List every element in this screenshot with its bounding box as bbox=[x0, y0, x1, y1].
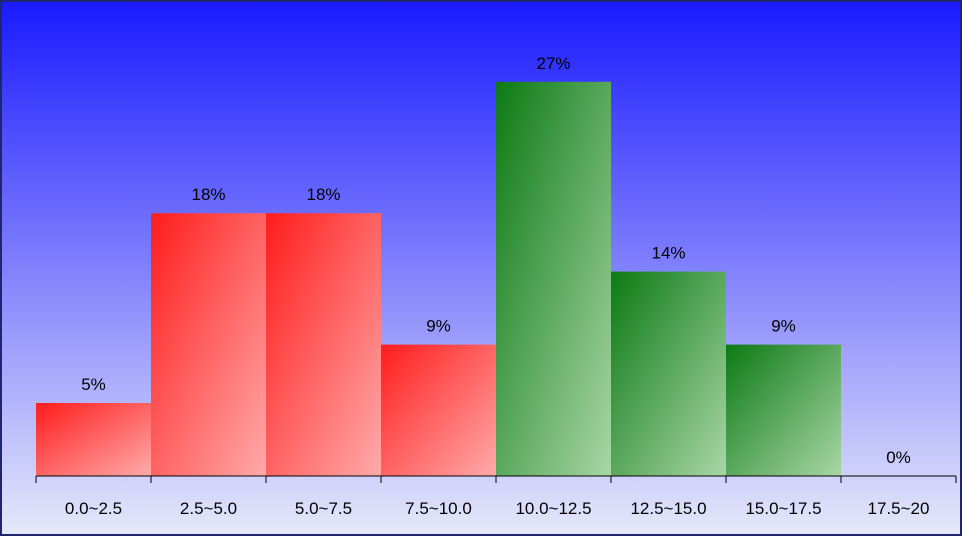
x-tick-label: 7.5~10.0 bbox=[405, 499, 472, 518]
bar-0.0~2.5 bbox=[36, 403, 151, 476]
value-label: 5% bbox=[81, 375, 106, 394]
x-tick-label: 0.0~2.5 bbox=[65, 499, 122, 518]
bar-5.0~7.5 bbox=[266, 213, 381, 476]
value-label: 9% bbox=[426, 317, 451, 336]
x-tick-label: 12.5~15.0 bbox=[630, 499, 706, 518]
x-tick-label: 5.0~7.5 bbox=[295, 499, 352, 518]
bar-7.5~10.0 bbox=[381, 344, 496, 476]
x-ticks-group bbox=[35, 476, 957, 483]
bar-10.0~12.5 bbox=[496, 81, 611, 477]
value-label: 18% bbox=[191, 185, 225, 204]
value-label: 0% bbox=[886, 448, 911, 467]
bar-15.0~17.5 bbox=[726, 344, 841, 476]
value-label: 14% bbox=[651, 244, 685, 263]
x-tick-label: 2.5~5.0 bbox=[180, 499, 237, 518]
bar-12.5~15.0 bbox=[611, 271, 726, 476]
value-label: 9% bbox=[771, 317, 796, 336]
bar-2.5~5.0 bbox=[151, 213, 266, 476]
x-tick-label: 10.0~12.5 bbox=[515, 499, 591, 518]
value-label: 18% bbox=[306, 185, 340, 204]
value-label: 27% bbox=[536, 54, 570, 73]
bars-group bbox=[36, 81, 841, 477]
x-tick-label: 15.0~17.5 bbox=[745, 499, 821, 518]
x-tick-label: 17.5~20 bbox=[868, 499, 930, 518]
value-labels-group: 5% 18% 18% 9% 27% 14% 9% 0% bbox=[81, 54, 911, 467]
x-tick-labels-group: 0.0~2.5 2.5~5.0 5.0~7.5 7.5~10.0 10.0~12.5 12… bbox=[65, 499, 930, 518]
